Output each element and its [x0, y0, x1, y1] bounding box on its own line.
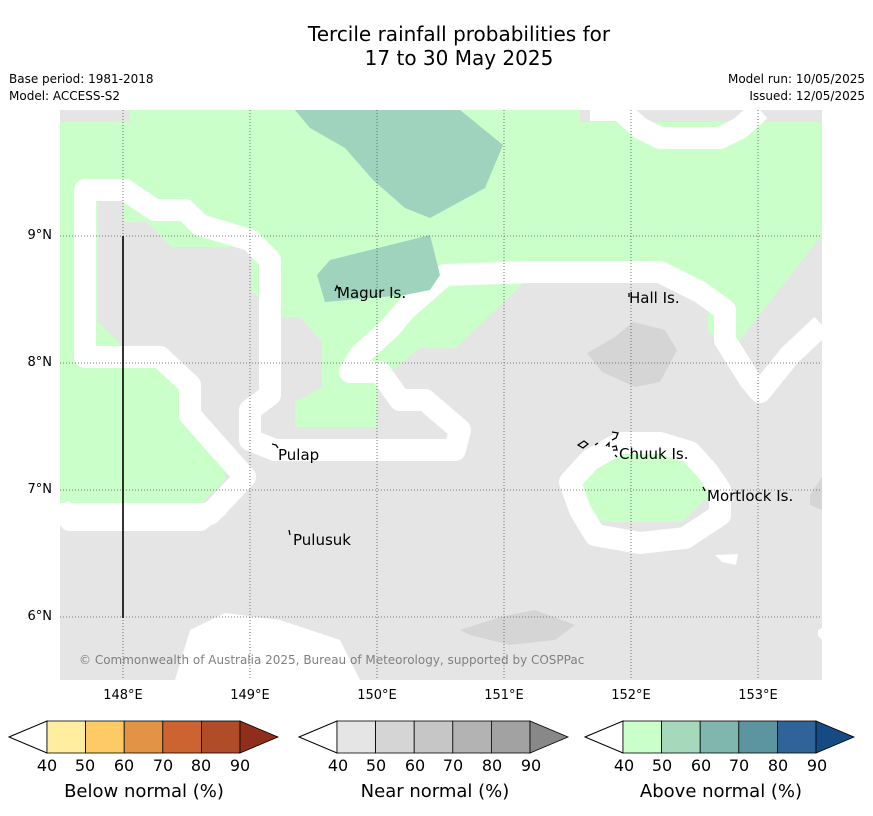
- colorbar-near-cell: [375, 720, 415, 754]
- colorbar-above-cell: [738, 720, 778, 754]
- cb-near-tick-90: 90: [520, 756, 542, 775]
- place-label-magur: Magur Is.: [337, 284, 407, 302]
- place-label-pulusuk: Pulusuk: [293, 531, 351, 549]
- lon-label-150: 150°E: [357, 688, 397, 703]
- map-area: [60, 110, 822, 680]
- colorbar-near: [298, 720, 570, 754]
- colorbar-above-title: Above normal (%): [639, 781, 803, 802]
- colorbar-below-cell: [162, 720, 202, 754]
- band-west: [60, 179, 822, 525]
- colorbar-above-under: [584, 720, 624, 754]
- colorbar-below-over: [239, 720, 280, 754]
- colorbar-above-cell: [776, 720, 817, 754]
- cb-below-tick-70: 70: [152, 756, 174, 775]
- island-magur: [334, 284, 340, 292]
- island-chuuk-lagoon: [576, 431, 619, 458]
- cb-above-tick-40: 40: [613, 756, 635, 775]
- colorbar-above: [584, 720, 856, 754]
- colorbar-below-title: Below normal (%): [64, 781, 224, 802]
- near-normal-50-east: [810, 477, 822, 510]
- cb-above-tick-70: 70: [728, 756, 750, 775]
- map-title: Tercile rainfall probabilities for 17 to…: [0, 22, 873, 70]
- title-line-2: 17 to 30 May 2025: [364, 46, 554, 70]
- colorbar-near-cell: [452, 720, 492, 754]
- cb-below-tick-60: 60: [113, 756, 135, 775]
- colorbar-above-cell: [622, 720, 662, 754]
- above-normal-50-magur: [317, 235, 440, 302]
- colorbar-below-cell: [123, 720, 164, 754]
- colorbar-below-cells: [46, 720, 280, 754]
- band-north: [590, 110, 768, 149]
- place-label-chuuk: Chuuk Is.: [619, 445, 689, 463]
- cb-above-tick-50: 50: [651, 756, 673, 775]
- colorbar-near-under: [298, 720, 338, 754]
- colorbar-near-over: [529, 720, 570, 754]
- colorbar-near-cell: [413, 720, 454, 754]
- lon-label-149: 149°E: [230, 688, 270, 703]
- cb-near-tick-50: 50: [365, 756, 387, 775]
- island-mortlock: [702, 486, 706, 492]
- cb-above-tick-60: 60: [690, 756, 712, 775]
- base-period: Base period: 1981-2018: [9, 72, 154, 86]
- issued-date: Issued: 12/05/2025: [749, 89, 865, 103]
- colorbar-near-cell: [490, 720, 531, 754]
- lat-label-7: 7°N: [27, 482, 53, 497]
- near-normal-50-hall: [587, 322, 677, 387]
- near-normal-50-south: [460, 610, 575, 645]
- cb-near-tick-60: 60: [404, 756, 426, 775]
- lat-label-6: 6°N: [27, 609, 53, 624]
- cb-below-tick-40: 40: [36, 756, 58, 775]
- islands: [271, 284, 706, 536]
- above-normal-region-north: [60, 110, 822, 503]
- transition-bands: [60, 110, 822, 554]
- colorbar-below-cell: [200, 720, 241, 754]
- lat-label-8: 8°N: [27, 355, 53, 370]
- meta-left: Base period: 1981-2018 Model: ACCESS-S2: [9, 71, 154, 105]
- title-line-1: Tercile rainfall probabilities for: [307, 22, 611, 46]
- above-normal-region-chuuk: [579, 452, 708, 522]
- cb-near-tick-40: 40: [327, 756, 349, 775]
- map-canvas: [60, 110, 822, 680]
- place-label-mortlock: Mortlock Is.: [707, 487, 794, 505]
- island-pulusuk: [288, 529, 291, 536]
- island-pulap: [271, 443, 279, 449]
- above-normal-region-west: [60, 356, 222, 494]
- lon-label-148: 148°E: [103, 688, 143, 703]
- band-chuuk: [559, 432, 731, 554]
- colorbar-above-cell: [661, 720, 701, 754]
- lon-label-152: 152°E: [611, 688, 651, 703]
- copyright-text: © Commonwealth of Australia 2025, Bureau…: [79, 653, 585, 667]
- colorbar-above-cells: [622, 720, 856, 754]
- place-label-pulap: Pulap: [278, 446, 320, 464]
- above-normal-50-north: [295, 110, 503, 218]
- colorbar-near-title: Near normal (%): [360, 781, 510, 802]
- lon-label-153: 153°E: [738, 688, 778, 703]
- white-patch-southeast: [715, 554, 738, 565]
- colorbar-below-under: [8, 720, 48, 754]
- cb-below-tick-50: 50: [74, 756, 96, 775]
- colorbar-above-over: [815, 720, 856, 754]
- white-patch-east: [818, 628, 822, 640]
- cb-near-tick-70: 70: [442, 756, 464, 775]
- cb-above-tick-80: 80: [767, 756, 789, 775]
- lon-label-151: 151°E: [484, 688, 524, 703]
- colorbar-below-cell: [85, 720, 125, 754]
- cb-near-tick-80: 80: [481, 756, 503, 775]
- model-name: Model: ACCESS-S2: [9, 89, 121, 103]
- colorbar-near-cell: [336, 720, 376, 754]
- cb-below-tick-90: 90: [229, 756, 251, 775]
- cb-below-tick-80: 80: [190, 756, 212, 775]
- colorbar-above-cell: [699, 720, 740, 754]
- lat-label-9: 9°N: [27, 228, 53, 243]
- model-run: Model run: 10/05/2025: [727, 72, 865, 86]
- band-south-lobe: [175, 613, 360, 680]
- band-south: [60, 496, 227, 531]
- colorbar-below-cell: [46, 720, 86, 754]
- meta-right: Model run: 10/05/2025 Issued: 12/05/2025: [728, 71, 865, 105]
- cb-above-tick-90: 90: [806, 756, 828, 775]
- colorbar-below: [8, 720, 280, 754]
- colorbar-near-cells: [336, 720, 570, 754]
- place-label-hall: Hall Is.: [629, 289, 680, 307]
